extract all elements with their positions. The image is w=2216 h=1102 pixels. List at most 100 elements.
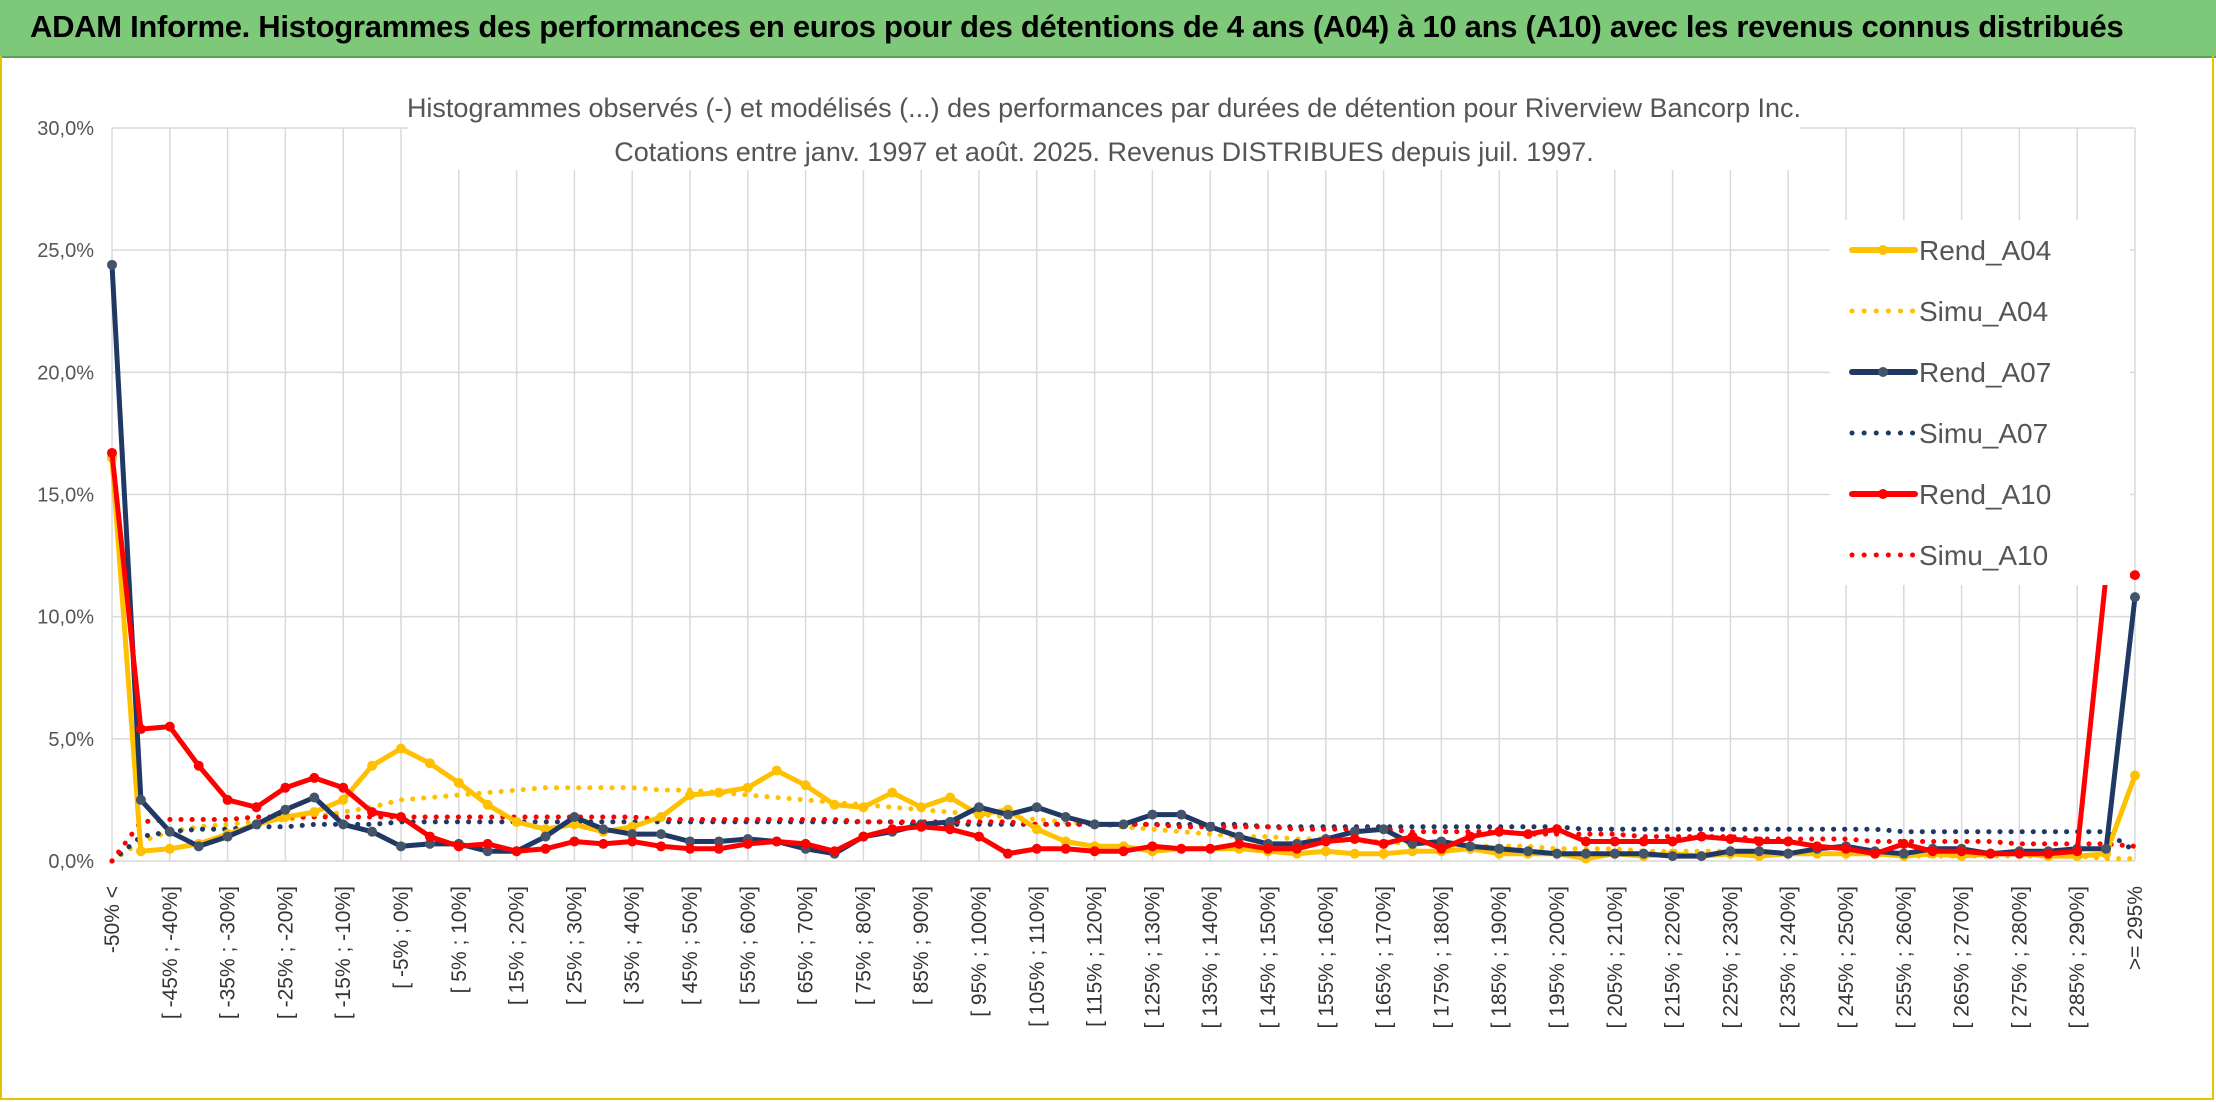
data-point-rend-a04 bbox=[771, 765, 782, 776]
data-point-rend-a10 bbox=[1580, 836, 1591, 847]
y-tick-label: 10,0% bbox=[37, 607, 94, 629]
data-point-rend-a10 bbox=[1465, 831, 1476, 842]
data-point-rend-a07 bbox=[1436, 836, 1447, 847]
x-tick-label: [ -25% ; -20%] bbox=[274, 886, 297, 1019]
legend-label-simu-a04: Simu_A04 bbox=[1919, 296, 2048, 327]
data-point-rend-a04 bbox=[309, 807, 320, 818]
x-tick-label: [ 35% ; 40%] bbox=[621, 886, 644, 1005]
x-axis-ticks: -50% < [ -45% ; -40%] [ -35% ; -30%] [ -25%… bbox=[101, 886, 2147, 1028]
data-point-rend-a10 bbox=[482, 838, 493, 849]
data-point-rend-a10 bbox=[164, 721, 175, 732]
data-point-rend-a07 bbox=[338, 819, 349, 830]
data-point-rend-a10 bbox=[916, 821, 927, 832]
data-point-rend-a04 bbox=[1407, 846, 1418, 857]
data-point-rend-a07 bbox=[945, 816, 956, 827]
x-tick-label: [ 5% ; 10%] bbox=[448, 886, 471, 993]
header-banner: ADAM Informe. Histogrammes des performan… bbox=[0, 0, 2216, 58]
legend-background bbox=[1830, 220, 2130, 585]
x-tick-label: [ 95% ; 100%] bbox=[968, 886, 991, 1017]
data-point-rend-a10 bbox=[1118, 846, 1129, 857]
data-point-rend-a10 bbox=[540, 843, 551, 854]
data-point-rend-a10 bbox=[1869, 848, 1880, 859]
data-point-rend-a10 bbox=[338, 782, 349, 793]
data-point-rend-a04 bbox=[1349, 848, 1360, 859]
data-point-rend-a07 bbox=[627, 829, 638, 840]
data-point-rend-a10 bbox=[945, 824, 956, 835]
data-point-rend-a10 bbox=[135, 724, 146, 735]
data-point-rend-a10 bbox=[1985, 848, 1996, 859]
chart-title: Histogrammes observés (-) et modélisés (… bbox=[407, 93, 1801, 123]
data-point-rend-a10 bbox=[1609, 836, 1620, 847]
data-point-rend-a07 bbox=[1696, 851, 1707, 862]
data-point-rend-a10 bbox=[424, 831, 435, 842]
legend-label-simu-a07: Simu_A07 bbox=[1919, 418, 2048, 449]
data-point-rend-a07 bbox=[598, 824, 609, 835]
x-tick-label: [ 235% ; 240%] bbox=[1777, 886, 1800, 1028]
data-point-rend-a07 bbox=[1783, 848, 1794, 859]
data-point-rend-a10 bbox=[396, 812, 406, 823]
data-point-rend-a07 bbox=[713, 836, 724, 847]
x-tick-label: [ 145% ; 150%] bbox=[1257, 886, 1280, 1028]
x-tick-label: [ 85% ; 90%] bbox=[910, 886, 933, 1005]
data-point-rend-a04 bbox=[280, 812, 291, 823]
data-point-rend-a10 bbox=[1436, 843, 1447, 854]
data-point-rend-a07 bbox=[280, 804, 291, 815]
data-point-rend-a10 bbox=[251, 802, 262, 813]
x-tick-label: [ 255% ; 260%] bbox=[1893, 886, 1916, 1028]
data-point-rend-a10 bbox=[1783, 836, 1794, 847]
x-tick-label: [ -45% ; -40%] bbox=[159, 886, 182, 1019]
data-point-rend-a04 bbox=[829, 799, 840, 810]
legend-marker-rend-a10 bbox=[1878, 489, 1888, 499]
data-point-rend-a10 bbox=[511, 846, 522, 857]
data-point-rend-a10 bbox=[1320, 836, 1331, 847]
report-title: ADAM Informe. Histogrammes des performan… bbox=[30, 9, 2124, 44]
data-point-rend-a10 bbox=[887, 824, 898, 835]
data-point-rend-a04 bbox=[713, 787, 724, 798]
x-tick-label: [ 45% ; 50%] bbox=[679, 886, 702, 1005]
y-axis-ticks: 0,0% 5,0% 10,0% 15,0% 20,0% 25,0% 30,0% bbox=[37, 118, 94, 873]
y-tick-label: 15,0% bbox=[37, 485, 94, 507]
y-tick-label: 5,0% bbox=[48, 729, 94, 751]
x-tick-label: [ 55% ; 60%] bbox=[737, 886, 760, 1005]
data-point-rend-a04 bbox=[1031, 824, 1042, 835]
x-tick-label: [ 15% ; 20%] bbox=[506, 886, 529, 1005]
data-point-rend-a04 bbox=[367, 760, 378, 771]
data-point-rend-a04 bbox=[482, 799, 493, 810]
x-tick-label: [ 25% ; 30%] bbox=[563, 886, 586, 1005]
data-point-rend-a07 bbox=[482, 846, 493, 857]
data-point-rend-a07 bbox=[309, 792, 320, 803]
data-point-rend-a07 bbox=[1552, 848, 1562, 859]
data-point-rend-a10 bbox=[1725, 834, 1736, 845]
y-tick-label: 0,0% bbox=[48, 851, 94, 873]
x-tick-label: [ 285% ; 290%] bbox=[2066, 886, 2089, 1028]
data-point-rend-a10 bbox=[367, 807, 378, 818]
data-point-rend-a07 bbox=[135, 794, 146, 805]
data-point-rend-a04 bbox=[800, 780, 811, 791]
data-point-rend-a10 bbox=[1956, 846, 1967, 857]
data-point-rend-a04 bbox=[135, 846, 146, 857]
data-point-rend-a04 bbox=[1378, 848, 1389, 859]
data-point-rend-a10 bbox=[569, 836, 580, 847]
data-point-rend-a07 bbox=[540, 831, 551, 842]
data-point-rend-a04 bbox=[685, 790, 695, 801]
data-point-rend-a10 bbox=[1349, 834, 1360, 845]
data-point-rend-a10 bbox=[858, 831, 869, 842]
legend-label-rend-a07: Rend_A07 bbox=[1919, 357, 2051, 388]
data-point-rend-a07 bbox=[1725, 846, 1736, 857]
data-point-rend-a07 bbox=[1523, 846, 1534, 857]
data-point-rend-a04 bbox=[1320, 846, 1331, 857]
data-point-rend-a07 bbox=[424, 838, 435, 849]
data-point-rend-a10 bbox=[1494, 826, 1505, 837]
data-point-rend-a10 bbox=[2072, 846, 2083, 857]
y-tick-label: 20,0% bbox=[37, 362, 94, 384]
data-point-rend-a10 bbox=[2130, 570, 2140, 581]
legend-marker-rend-a04 bbox=[1878, 245, 1888, 255]
data-point-rend-a07 bbox=[1898, 848, 1909, 859]
x-tick-label: [ 205% ; 210%] bbox=[1604, 886, 1627, 1028]
chart-title-group: Histogrammes observés (-) et modélisés (… bbox=[407, 88, 1801, 170]
data-point-rend-a04 bbox=[945, 792, 956, 803]
data-point-rend-a10 bbox=[2014, 848, 2025, 859]
data-point-rend-a10 bbox=[1667, 836, 1678, 847]
data-point-rend-a04 bbox=[858, 802, 869, 813]
data-point-rend-a10 bbox=[829, 846, 840, 857]
